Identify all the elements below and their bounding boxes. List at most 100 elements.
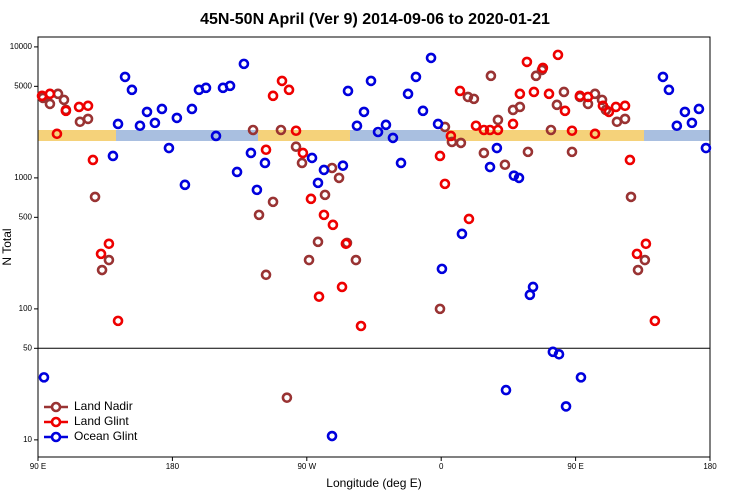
point <box>336 281 348 293</box>
point <box>478 124 490 136</box>
point <box>276 75 288 87</box>
land-strip <box>258 130 350 141</box>
point <box>231 166 243 178</box>
point <box>513 172 525 184</box>
point <box>103 238 115 250</box>
point <box>589 128 601 140</box>
point <box>434 150 446 162</box>
point <box>649 315 661 327</box>
legend-label: Ocean Glint <box>74 429 138 443</box>
point <box>624 154 636 166</box>
point <box>200 82 212 94</box>
point <box>275 124 287 136</box>
point <box>319 189 331 201</box>
y-tick-label: 5000 <box>14 81 32 90</box>
point <box>491 142 503 154</box>
x-tick-label: 180 <box>703 462 717 471</box>
point <box>508 170 520 181</box>
point <box>417 105 429 117</box>
x-tick-label: 90 E <box>30 462 46 471</box>
point <box>500 384 512 396</box>
point <box>103 254 115 266</box>
point <box>514 88 526 100</box>
point <box>305 193 317 205</box>
point <box>462 91 474 103</box>
x-tick-label: 180 <box>166 462 180 471</box>
point <box>312 236 324 248</box>
point <box>619 113 631 125</box>
point <box>522 146 534 158</box>
point <box>112 315 124 327</box>
point <box>224 80 236 92</box>
y-tick-label: 10000 <box>10 42 33 51</box>
point <box>485 70 497 82</box>
point <box>358 106 370 118</box>
point <box>351 120 363 132</box>
point <box>163 142 175 154</box>
point <box>210 130 222 142</box>
point <box>468 93 480 105</box>
point <box>267 196 279 208</box>
point <box>327 219 339 231</box>
point <box>597 100 609 112</box>
point <box>44 88 56 100</box>
point <box>297 147 309 159</box>
point <box>303 254 315 266</box>
ocean-strip <box>38 130 710 141</box>
point <box>566 125 578 137</box>
x-axis-label: Longitude (deg E) <box>326 476 421 490</box>
point <box>112 118 124 130</box>
point <box>432 118 444 130</box>
point <box>290 141 302 153</box>
point <box>245 147 257 159</box>
point <box>38 372 50 383</box>
legend-marker <box>50 401 62 413</box>
point <box>259 157 271 169</box>
point <box>463 213 475 225</box>
point <box>631 248 643 260</box>
point <box>700 142 712 154</box>
point <box>60 105 72 117</box>
point <box>558 86 570 98</box>
map-strip <box>38 130 710 141</box>
point <box>340 238 352 250</box>
point <box>596 94 608 106</box>
point <box>73 101 85 113</box>
point <box>342 85 354 97</box>
point <box>671 120 683 132</box>
point <box>149 117 161 129</box>
point <box>313 291 325 302</box>
point <box>632 264 644 276</box>
point <box>663 84 675 96</box>
point <box>126 84 138 96</box>
point <box>559 105 571 117</box>
point <box>82 113 94 125</box>
point <box>410 71 422 83</box>
point <box>326 430 338 442</box>
point <box>333 172 345 184</box>
point <box>290 125 302 137</box>
point <box>693 103 705 115</box>
point <box>387 132 399 144</box>
point <box>58 94 70 106</box>
point <box>365 75 377 87</box>
point <box>553 349 565 360</box>
point <box>267 90 279 102</box>
point <box>318 209 330 221</box>
point <box>253 209 265 221</box>
point <box>445 130 457 142</box>
point <box>337 160 349 171</box>
legend-marker <box>50 416 62 428</box>
point <box>283 84 295 96</box>
point <box>119 71 131 83</box>
point <box>625 191 637 203</box>
point <box>326 162 338 174</box>
point <box>306 152 318 164</box>
point <box>527 281 539 293</box>
point <box>134 120 146 132</box>
point <box>171 112 183 124</box>
point <box>543 88 555 100</box>
point <box>395 157 407 169</box>
point <box>380 119 392 131</box>
